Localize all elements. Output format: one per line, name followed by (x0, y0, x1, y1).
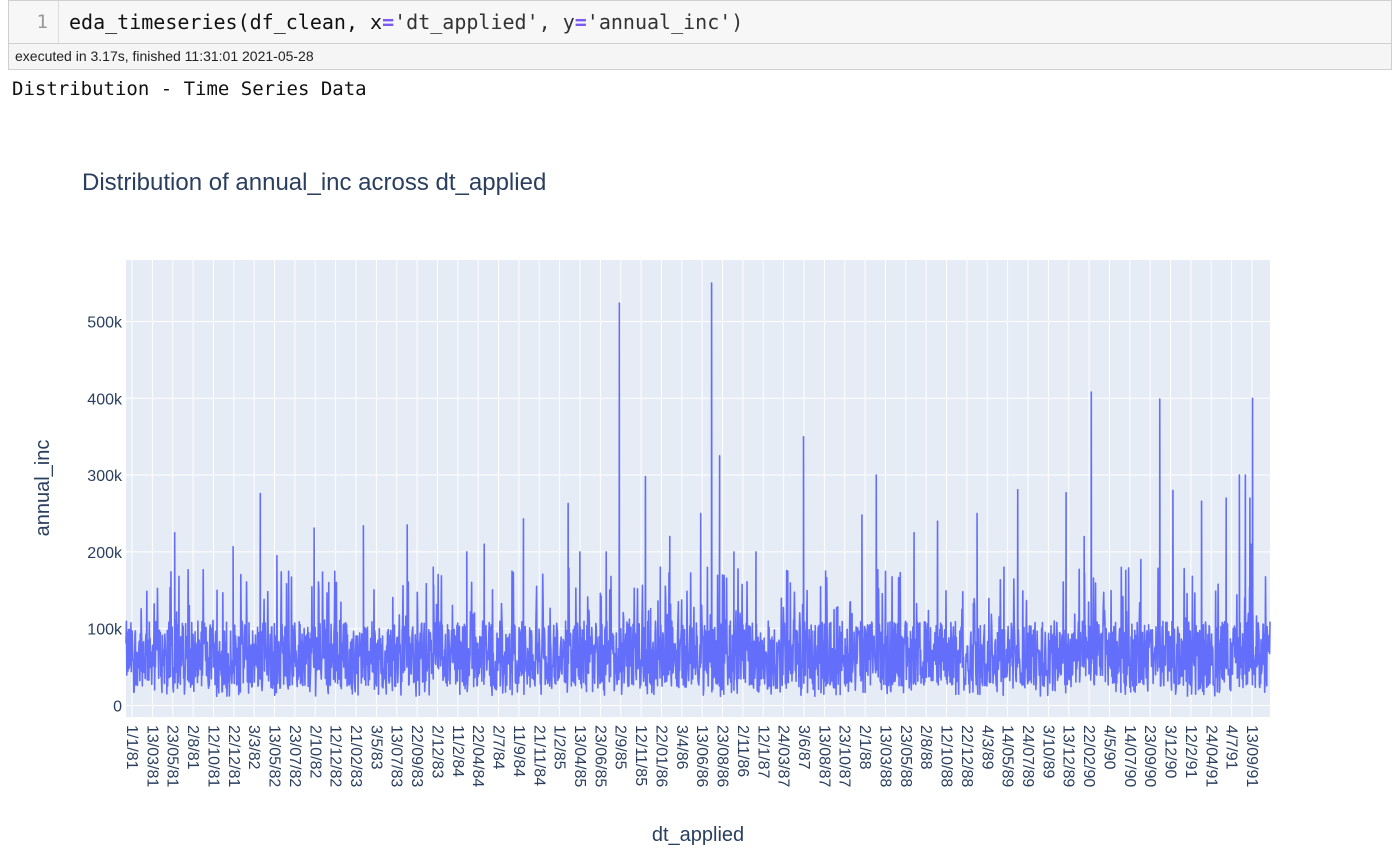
x-tick-label: 13/04/85 (571, 725, 588, 787)
x-axis-label: dt_applied (652, 824, 744, 846)
x-tick-label: 23/07/82 (286, 725, 303, 787)
x-tick-label: 22/01/86 (652, 725, 669, 787)
x-tick-label: 3/3/82 (245, 725, 262, 770)
x-tick-label: 4/3/89 (978, 725, 995, 770)
y-tick-label: 300k (87, 468, 123, 485)
code-eq: = (382, 10, 395, 34)
x-tick-label: 3/12/90 (1162, 725, 1179, 778)
x-tick-label: 2/8/81 (184, 725, 201, 770)
x-tick-label: 2/8/88 (917, 725, 934, 770)
x-tick-label: 11/9/84 (510, 725, 527, 777)
x-tick-label: 1/1/81 (123, 725, 140, 770)
code-eq: = (574, 10, 587, 34)
x-tick-label: 4/5/90 (1100, 725, 1117, 770)
line-number: 1 (9, 1, 59, 43)
x-tick-label: 13/09/91 (1243, 725, 1260, 787)
x-tick-label: 4/7/91 (1223, 725, 1240, 770)
y-tick-label: 400k (87, 391, 123, 408)
x-tick-label: 13/05/82 (266, 725, 283, 787)
x-tick-label: 11/2/84 (449, 725, 466, 777)
x-tick-label: 1/2/85 (551, 725, 568, 770)
y-tick-label: 100k (87, 622, 123, 639)
x-tick-label: 23/10/87 (836, 725, 853, 787)
execution-info: executed in 3.17s, finished 11:31:01 202… (8, 44, 1392, 70)
x-tick-label: 23/05/88 (897, 725, 914, 787)
x-tick-label: 22/12/88 (958, 725, 975, 787)
x-tick-label: 12/1/87 (754, 725, 771, 778)
x-tick-label: 22/12/81 (225, 725, 242, 787)
x-axis-ticks: 1/1/81 13/03/81 23/05/81 2/8/81 12/10/81 22/1… (123, 725, 1260, 787)
x-tick-label: 24/07/89 (1019, 725, 1036, 787)
x-tick-label: 21/11/84 (530, 725, 547, 786)
x-tick-label: 12/2/91 (1182, 725, 1199, 778)
x-tick-label: 23/05/81 (164, 725, 181, 787)
code-line[interactable]: eda_timeseries(df_clean, x='dt_applied',… (69, 1, 743, 43)
x-tick-label: 13/12/89 (1060, 725, 1077, 787)
x-tick-label: 22/09/83 (408, 725, 425, 787)
x-tick-label: 14/07/90 (1121, 725, 1138, 787)
chart-title: Distribution of annual_inc across dt_app… (82, 169, 546, 196)
x-tick-label: 12/11/85 (632, 725, 649, 786)
x-tick-label: 23/08/86 (714, 725, 731, 787)
x-tick-label: 3/10/89 (1039, 725, 1056, 778)
x-tick-label: 13/03/88 (876, 725, 893, 787)
x-tick-label: 13/07/83 (388, 725, 405, 787)
code-arg-x: 'dt_applied', y (394, 10, 575, 34)
y-axis-label: annual_inc (32, 440, 54, 537)
x-tick-label: 23/09/90 (1141, 725, 1158, 787)
x-tick-label: 3/5/83 (367, 725, 384, 770)
x-tick-label: 24/04/91 (1202, 725, 1219, 787)
x-tick-label: 3/6/87 (795, 725, 812, 770)
x-tick-label: 3/4/86 (673, 725, 690, 770)
x-tick-label: 2/7/84 (490, 725, 507, 770)
x-tick-label: 22/02/90 (1080, 725, 1097, 787)
y-tick-label: 200k (87, 545, 123, 562)
x-tick-label: 2/9/85 (612, 725, 629, 770)
x-tick-label: 23/06/85 (591, 725, 608, 787)
x-tick-label: 24/03/87 (775, 725, 792, 787)
x-tick-label: 22/04/84 (469, 725, 486, 787)
x-tick-label: 12/10/88 (938, 725, 955, 787)
series-line[interactable] (125, 282, 1271, 698)
x-tick-label: 2/11/86 (734, 725, 751, 777)
x-tick-label: 2/10/82 (306, 725, 323, 778)
annual-inc-line[interactable] (125, 282, 1271, 698)
x-tick-label: 13/06/86 (693, 725, 710, 787)
x-tick-label: 12/10/81 (204, 725, 221, 787)
x-tick-label: 2/1/88 (856, 725, 873, 770)
code-arg-y: 'annual_inc') (586, 10, 744, 34)
y-tick-label: 0 (113, 698, 122, 715)
x-tick-label: 14/05/89 (999, 725, 1016, 787)
x-tick-label: 12/12/82 (327, 725, 344, 787)
y-tick-label: 500k (87, 314, 123, 331)
code-cell-input[interactable]: 1 eda_timeseries(df_clean, x='dt_applied… (8, 0, 1392, 44)
x-tick-label: 13/08/87 (815, 725, 832, 787)
y-axis-ticks: 0 100k 200k 300k 400k 500k (87, 314, 123, 715)
x-tick-label: 2/12/83 (428, 725, 445, 778)
x-tick-label: 13/03/81 (143, 725, 160, 787)
code-func: eda_timeseries(df_clean, x (69, 10, 383, 34)
output-heading: Distribution - Time Series Data (12, 78, 367, 100)
timeseries-chart[interactable]: Distribution of annual_inc across dt_app… (0, 140, 1400, 861)
x-tick-label: 21/02/83 (347, 725, 364, 787)
